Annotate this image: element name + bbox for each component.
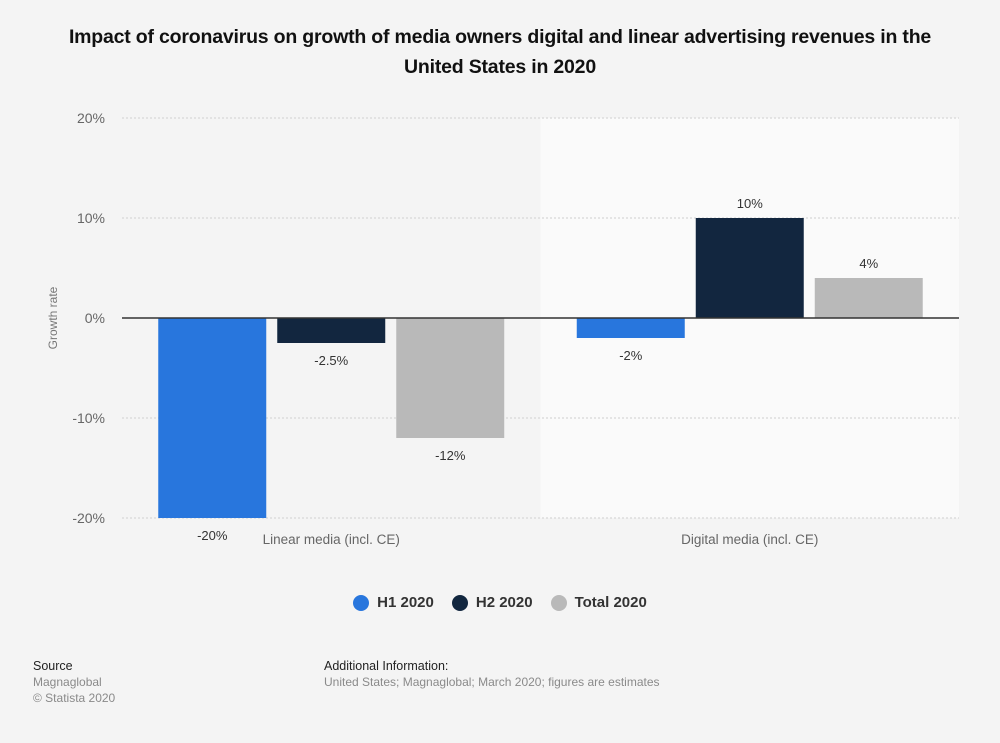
data-label: 4%: [859, 256, 878, 271]
legend-item-h1[interactable]: H1 2020: [353, 594, 434, 611]
additional-info-heading: Additional Information:: [324, 659, 449, 673]
legend-label: Total 2020: [574, 594, 647, 611]
x-tick-label: Digital media (incl. CE): [681, 532, 818, 547]
chart-title: Impact of coronavirus on growth of media…: [68, 26, 932, 78]
data-label: -20%: [197, 528, 228, 543]
y-tick-label: 20%: [77, 110, 105, 126]
legend: H1 2020 H2 2020 Total 2020: [0, 594, 1000, 611]
data-label: -2.5%: [314, 353, 348, 368]
additional-info-block: Additional Information: United States; M…: [324, 658, 660, 690]
bar-h1-2020: [576, 318, 685, 338]
y-tick-label: -20%: [72, 510, 105, 526]
data-label: 10%: [737, 196, 763, 211]
source-block: Source Magnaglobal © Statista 2020: [33, 658, 115, 706]
legend-swatch-h2: [451, 594, 468, 611]
y-tick-label: 0%: [85, 310, 105, 326]
copyright: © Statista 2020: [33, 691, 116, 705]
bar-total-2020: [396, 318, 505, 438]
bar-h1-2020: [158, 318, 267, 518]
bar-h2-2020: [695, 218, 804, 318]
data-label: -2%: [619, 348, 643, 363]
legend-swatch-total: [550, 594, 567, 611]
source-heading: Source: [33, 659, 73, 673]
bar-h2-2020: [277, 318, 386, 343]
legend-swatch-h1: [353, 594, 370, 611]
legend-item-h2[interactable]: H2 2020: [451, 594, 533, 611]
legend-label: H1 2020: [377, 594, 434, 611]
legend-item-total[interactable]: Total 2020: [550, 594, 647, 611]
y-axis-label: Growth rate: [46, 286, 60, 349]
additional-info-text: United States; Magnaglobal; March 2020; …: [324, 675, 660, 689]
x-tick-label: Linear media (incl. CE): [263, 532, 400, 547]
y-tick-label: -10%: [72, 410, 105, 426]
legend-label: H2 2020: [475, 594, 533, 611]
y-tick-label: 10%: [77, 210, 105, 226]
source-name[interactable]: Magnaglobal: [33, 675, 102, 689]
bar-total-2020: [814, 278, 923, 318]
data-label: -12%: [435, 448, 466, 463]
